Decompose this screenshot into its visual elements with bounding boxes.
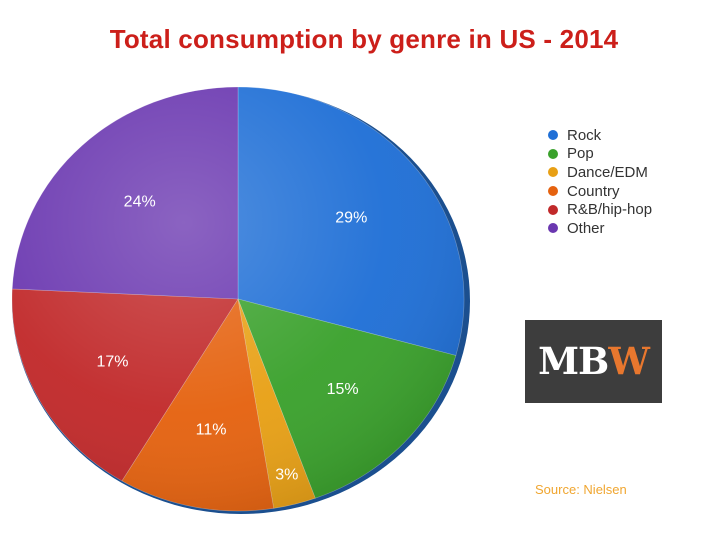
chart-title: Total consumption by genre in US - 2014: [109, 24, 619, 54]
slice-label-dance-edm: 3%: [275, 467, 298, 484]
legend-label: Other: [567, 219, 605, 237]
slice-label-rock: 29%: [335, 209, 367, 226]
slice-label-pop: 15%: [327, 381, 359, 398]
legend-swatch: [548, 130, 558, 141]
pie-slices: [11, 86, 465, 512]
logo-text-accent: W: [608, 339, 650, 383]
legend-item-dance-edm: Dance/EDM: [548, 163, 652, 182]
legend-item-other: Other: [548, 219, 652, 238]
source-note: Source: Nielsen: [535, 482, 627, 497]
legend-item-country: Country: [548, 182, 652, 201]
legend-label: Dance/EDM: [567, 163, 648, 181]
legend-label: Country: [567, 182, 620, 200]
legend-swatch: [548, 167, 558, 178]
legend-label: Rock: [567, 126, 602, 144]
legend-swatch: [548, 223, 558, 234]
slice-label-r-b-hip-hop: 17%: [96, 353, 128, 370]
chart-legend: Rock Pop Dance/EDM Country R&B/hip-hop Other: [548, 126, 652, 238]
slice-label-other: 24%: [124, 194, 156, 211]
legend-label: Pop: [567, 145, 594, 163]
logo-text: MBW: [538, 343, 650, 380]
pie-slice-labels: 29% 15% 3% 11% 17% 24%: [96, 194, 367, 484]
mbw-logo: MBW: [525, 320, 662, 403]
logo-text-main: MB: [538, 339, 609, 383]
legend-swatch: [548, 148, 558, 159]
legend-item-r-b-hip-hop: R&B/hip-hop: [548, 200, 652, 219]
legend-item-rock: Rock: [548, 126, 652, 145]
slice-label-country: 11%: [196, 421, 227, 438]
legend-label: R&B/hip-hop: [567, 201, 653, 219]
legend-swatch: [548, 186, 558, 197]
legend-swatch: [548, 204, 558, 215]
legend-item-pop: Pop: [548, 145, 652, 164]
